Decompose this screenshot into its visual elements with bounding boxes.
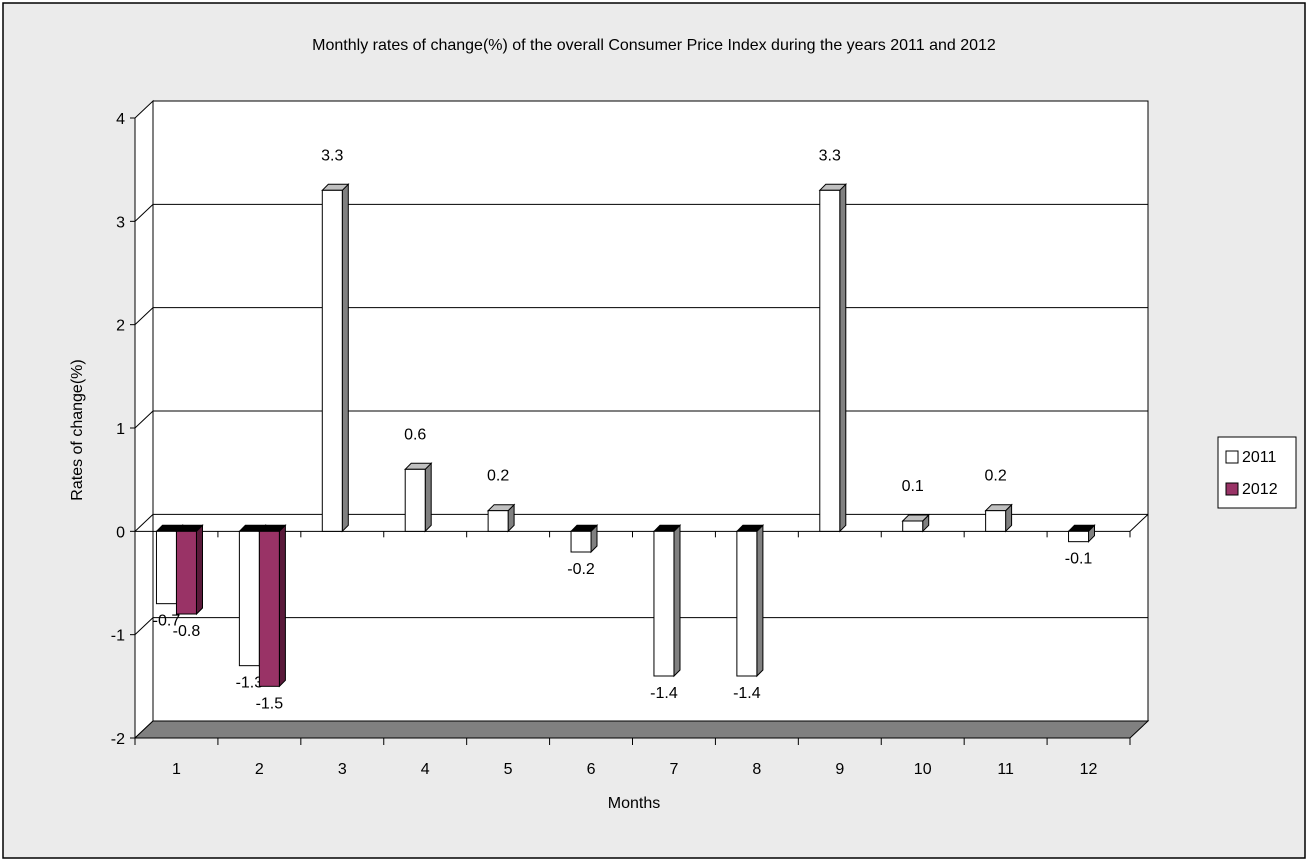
legend-label-2011: 2011 [1242,449,1277,466]
x-tick-label: 6 [587,761,596,778]
y-tick-label: -2 [111,731,125,748]
bar-side [341,183,349,533]
data-label-2011-6: -0.2 [567,561,595,578]
bar-2011-7 [653,530,675,677]
bar-2011-11 [985,510,1007,532]
x-tick-label: 9 [835,761,844,778]
y-axis-title: Rates of change(%) [69,359,86,500]
bar-2012-2 [258,530,280,687]
data-label-2011-2: -1.3 [236,675,264,692]
legend-swatch-2012 [1225,482,1239,496]
gridline-side [134,203,154,222]
x-tick-label: 1 [172,761,181,778]
bar-2012-1 [175,530,197,615]
gridline-side [134,410,154,429]
x-tick-label: 3 [338,761,347,778]
bar-2011-6 [570,530,592,553]
data-label-2011-3: 3.3 [321,147,343,164]
data-label-2012-1: -0.8 [173,623,201,640]
bar-side [424,462,432,533]
bar-side [756,524,764,678]
plot-floor [133,720,1150,739]
bar-2011-5 [487,510,509,532]
x-tick-label: 10 [914,761,932,778]
gridline-side [134,617,154,636]
x-axis-title: Months [608,795,660,812]
data-label-2012-2: -1.5 [256,695,284,712]
bar-2011-10 [902,520,924,532]
x-tick-label: 8 [752,761,761,778]
chart-title: Monthly rates of change(%) of the overal… [312,37,996,54]
data-label-2011-12: -0.1 [1065,551,1093,568]
data-label-2011-8: -1.4 [733,685,761,702]
legend-label-2012: 2012 [1242,481,1278,498]
x-tick-label: 4 [421,761,430,778]
y-tick-label: 1 [116,421,125,438]
x-tick-label: 7 [670,761,679,778]
data-label-2011-9: 3.3 [819,147,841,164]
x-tick-label: 5 [504,761,513,778]
data-label-2011-1: -0.7 [153,613,181,630]
data-label-2011-10: 0.1 [902,478,924,495]
legend-swatch-2011 [1225,450,1239,464]
bar-2011-9 [819,189,841,532]
gridline-side [134,513,154,532]
bar-2011-3 [321,189,343,532]
bar-2011-2 [238,530,260,667]
data-label-2011-4: 0.6 [404,426,426,443]
zero-baseline-edge [1129,513,1149,532]
x-tick-label: 2 [255,761,264,778]
bar-2011-4 [404,468,426,532]
data-label-2011-7: -1.4 [650,685,678,702]
bar-2011-1 [155,530,177,605]
legend-box [1217,436,1297,509]
x-tick-label: 12 [1080,761,1098,778]
bar-side [278,524,286,688]
bar-side [839,183,847,533]
x-tick-label: 11 [997,761,1014,778]
y-tick-label: 3 [116,214,125,231]
data-label-2011-5: 0.2 [487,468,509,485]
y-tick-label: 2 [116,318,125,335]
data-label-2011-11: 0.2 [985,468,1007,485]
bar-side [196,524,203,616]
legend: 2011 2012 [1217,436,1297,509]
y-tick-label: 0 [116,524,125,541]
bar-side [673,524,681,678]
bar-2011-8 [736,530,758,677]
y-tick-label: 4 [116,111,125,128]
bar-2011-12 [1068,530,1090,543]
gridline-side [134,307,154,326]
y-tick-label: -1 [111,628,125,645]
